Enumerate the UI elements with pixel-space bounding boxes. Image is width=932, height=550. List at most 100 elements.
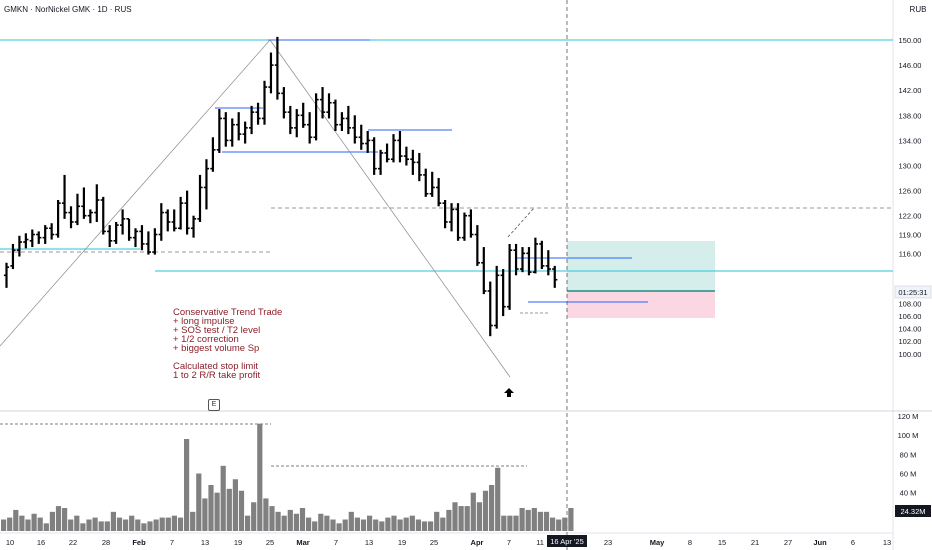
ohlc-bar bbox=[403, 146, 409, 166]
time-tick-label: 15 bbox=[718, 538, 726, 547]
ohlc-bar bbox=[384, 143, 390, 163]
volume-bar bbox=[220, 465, 226, 531]
ohlc-bar bbox=[100, 196, 106, 235]
ohlc-bar bbox=[481, 247, 487, 295]
time-tick-label: May bbox=[650, 538, 665, 547]
volume-bar bbox=[348, 511, 354, 531]
ohlc-bar bbox=[184, 190, 190, 235]
volume-bar bbox=[43, 523, 49, 531]
volume-bar bbox=[336, 523, 342, 531]
volume-bar bbox=[141, 523, 147, 531]
volume-bar bbox=[306, 517, 312, 531]
price-tick-label: 134.00 bbox=[899, 136, 922, 145]
volume-bar bbox=[257, 423, 263, 531]
volume-bar bbox=[251, 502, 257, 531]
ohlc-bar bbox=[442, 200, 448, 229]
volume-bar bbox=[312, 521, 318, 531]
trend-line-down[interactable] bbox=[269, 39, 511, 378]
time-tick-label: Mar bbox=[296, 538, 309, 547]
volume-bar bbox=[86, 519, 92, 531]
ohlc-bar bbox=[468, 209, 474, 238]
time-tick-label: 7 bbox=[170, 538, 174, 547]
ohlc-bar bbox=[249, 105, 255, 135]
volume-bar bbox=[367, 515, 373, 531]
volume-bar bbox=[104, 521, 110, 531]
ohlc-bar bbox=[113, 221, 119, 244]
volume-bar bbox=[110, 511, 116, 531]
ohlc-bar bbox=[423, 168, 429, 197]
projection-line[interactable] bbox=[507, 207, 535, 238]
trend-line-up[interactable] bbox=[0, 39, 271, 347]
ohlc-bar bbox=[519, 247, 526, 273]
price-axis: 150.00 146.00 142.00 138.00 134.00 130.00 126.… bbox=[899, 36, 922, 359]
volume-bar bbox=[379, 521, 385, 531]
annotation-line: Calculated stop limit bbox=[173, 361, 259, 372]
volume-bar bbox=[147, 521, 153, 531]
ohlc-bar bbox=[261, 80, 268, 125]
volume-bar bbox=[562, 517, 568, 531]
volume-badge bbox=[895, 505, 931, 517]
volume-bar bbox=[318, 513, 324, 531]
ohlc-bar bbox=[61, 174, 68, 219]
ohlc-bar bbox=[352, 115, 358, 144]
trade-annotation[interactable]: Conservative Trend Trade + long impulse … bbox=[173, 308, 282, 381]
volume-bar bbox=[482, 490, 489, 531]
price-tick-label: 126.00 bbox=[899, 187, 922, 196]
time-tick-label: Feb bbox=[132, 538, 146, 547]
volume-bar bbox=[214, 492, 220, 531]
ohlc-bar bbox=[152, 228, 158, 255]
ohlc-bar bbox=[281, 87, 287, 119]
ohlc-bar bbox=[190, 215, 197, 238]
volume-series bbox=[1, 423, 574, 531]
ohlc-bar bbox=[120, 209, 126, 235]
volume-tick-label: 100 M bbox=[898, 431, 919, 440]
volume-bar bbox=[62, 508, 68, 531]
volume-bar bbox=[440, 517, 446, 531]
volume-bar bbox=[275, 511, 281, 531]
up-arrow-icon bbox=[504, 388, 514, 397]
volume-bar bbox=[135, 519, 141, 531]
price-tick-label: 106.00 bbox=[899, 312, 922, 321]
volume-bar bbox=[98, 521, 104, 531]
volume-bar bbox=[421, 521, 428, 531]
ohlc-bar bbox=[81, 187, 87, 219]
volume-bar bbox=[153, 519, 159, 531]
event-marker[interactable]: E bbox=[208, 399, 220, 411]
price-tick-label: 108.00 bbox=[899, 300, 922, 309]
volume-bar bbox=[489, 485, 495, 531]
time-tick-label: 23 bbox=[604, 538, 612, 547]
ohlc-bar bbox=[171, 209, 177, 232]
volume-bar bbox=[92, 517, 98, 531]
time-tick-label: 27 bbox=[784, 538, 792, 547]
time-tick-label: Apr bbox=[471, 538, 484, 547]
volume-bar bbox=[293, 513, 299, 531]
volume-bar bbox=[470, 492, 476, 531]
ohlc-bar bbox=[10, 243, 16, 270]
time-tick-label: 19 bbox=[398, 538, 406, 547]
time-axis: 10 16 22 28 Feb 7 13 19 25 Mar 7 13 19 25 Apr 7 11 23 May 8… bbox=[6, 538, 891, 547]
volume-bar bbox=[49, 511, 55, 531]
time-tick-label: Jun bbox=[813, 538, 827, 547]
stop-loss-zone[interactable] bbox=[567, 291, 715, 318]
volume-bar bbox=[513, 515, 519, 531]
volume-bar bbox=[428, 521, 434, 531]
ohlc-bar bbox=[455, 203, 461, 241]
volume-bar bbox=[281, 515, 287, 531]
countdown-badge bbox=[894, 285, 932, 299]
volume-bar bbox=[7, 517, 13, 531]
price-tick-label: 122.00 bbox=[899, 212, 922, 221]
symbol-title[interactable]: GMKN · NorNickel GMK · 1D · RUS bbox=[4, 5, 132, 14]
volume-bar bbox=[269, 506, 275, 531]
ohlc-bar bbox=[242, 121, 248, 144]
time-tick-label: 21 bbox=[751, 538, 759, 547]
ohlc-bar bbox=[294, 109, 300, 138]
ohlc-bar bbox=[319, 87, 326, 119]
ohlc-bar bbox=[87, 209, 93, 224]
volume-bar bbox=[263, 498, 269, 531]
take-profit-zone[interactable] bbox=[567, 241, 715, 291]
volume-bar bbox=[543, 511, 550, 531]
ohlc-bar bbox=[532, 237, 538, 274]
time-tick-label: 25 bbox=[266, 538, 274, 547]
